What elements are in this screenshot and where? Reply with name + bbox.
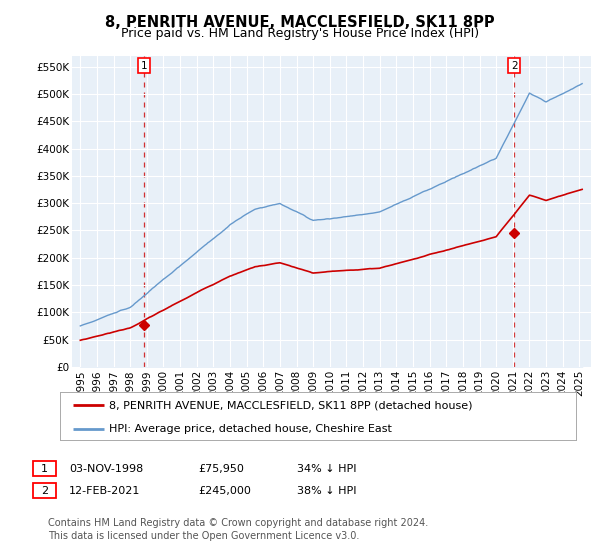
Text: £245,000: £245,000: [198, 486, 251, 496]
Text: 2: 2: [41, 486, 48, 496]
Text: 12-FEB-2021: 12-FEB-2021: [69, 486, 140, 496]
Text: 8, PENRITH AVENUE, MACCLESFIELD, SK11 8PP: 8, PENRITH AVENUE, MACCLESFIELD, SK11 8P…: [105, 15, 495, 30]
Text: HPI: Average price, detached house, Cheshire East: HPI: Average price, detached house, Ches…: [109, 424, 392, 434]
Text: 03-NOV-1998: 03-NOV-1998: [69, 464, 143, 474]
Text: 1: 1: [141, 60, 148, 71]
Text: 8, PENRITH AVENUE, MACCLESFIELD, SK11 8PP (detached house): 8, PENRITH AVENUE, MACCLESFIELD, SK11 8P…: [109, 400, 473, 410]
Text: 34% ↓ HPI: 34% ↓ HPI: [297, 464, 356, 474]
Text: 1: 1: [41, 464, 48, 474]
Text: 2: 2: [511, 60, 518, 71]
Text: Contains HM Land Registry data © Crown copyright and database right 2024.
This d: Contains HM Land Registry data © Crown c…: [48, 518, 428, 541]
Text: Price paid vs. HM Land Registry's House Price Index (HPI): Price paid vs. HM Land Registry's House …: [121, 27, 479, 40]
Text: £75,950: £75,950: [198, 464, 244, 474]
Text: 38% ↓ HPI: 38% ↓ HPI: [297, 486, 356, 496]
